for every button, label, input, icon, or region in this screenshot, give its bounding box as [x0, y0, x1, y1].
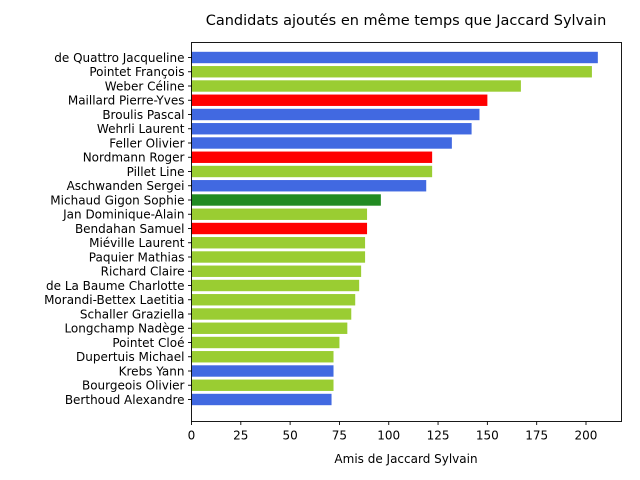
bar — [191, 180, 427, 192]
y-tick-label: Nordmann Roger — [83, 151, 185, 165]
bar — [191, 94, 488, 106]
plot-frame — [191, 42, 622, 422]
x-tick-label: 0 — [188, 429, 196, 443]
y-tick-label: de La Baume Charlotte — [46, 279, 185, 293]
x-tick-label: 150 — [476, 429, 499, 443]
bar — [191, 351, 334, 363]
x-tick-label: 125 — [427, 429, 450, 443]
bar — [191, 123, 472, 135]
x-axis-ticks: 0 25 50 75 100 125 150 175 200 — [188, 421, 598, 443]
y-tick-label: Pointet Cloé — [112, 336, 184, 350]
y-tick-label: Jan Dominique-Alain — [62, 208, 184, 222]
y-tick-label: Bendahan Samuel — [75, 222, 185, 236]
y-tick-label: Paquier Mathias — [89, 250, 185, 264]
bar — [191, 365, 334, 377]
y-tick-label: Michaud Gigon Sophie — [50, 193, 184, 207]
bar — [191, 108, 480, 121]
bars-group — [191, 51, 598, 406]
y-tick-label: Feller Olivier — [109, 136, 184, 150]
bar — [191, 336, 340, 349]
bar — [191, 251, 366, 263]
y-tick-label: Krebs Yann — [119, 364, 185, 378]
x-tick-label: 175 — [525, 429, 548, 443]
bar — [191, 379, 334, 391]
y-tick-label: Pointet François — [89, 65, 184, 79]
bar — [191, 322, 348, 334]
bar — [191, 151, 433, 163]
y-tick-label: Wehrli Laurent — [97, 122, 185, 136]
x-tick-label: 75 — [332, 429, 347, 443]
x-axis-label: Amis de Jaccard Sylvain — [334, 452, 477, 466]
bar — [191, 294, 356, 306]
bar — [191, 265, 362, 277]
y-tick-label: Berthoud Alexandre — [65, 393, 185, 407]
bar — [191, 165, 433, 178]
y-tick-label: de Quattro Jacqueline — [54, 51, 184, 65]
x-tick-label: 200 — [575, 429, 598, 443]
bar — [191, 308, 352, 320]
bar — [191, 66, 592, 78]
bar — [191, 237, 366, 249]
bar — [191, 393, 332, 406]
y-tick-label: Aschwanden Sergei — [67, 179, 185, 193]
y-tick-label: Morandi-Bettex Laetitia — [44, 293, 184, 307]
y-tick-label: Weber Céline — [105, 79, 185, 93]
y-tick-label: Pillet Line — [127, 165, 185, 179]
bar — [191, 137, 452, 149]
y-tick-label: Miéville Laurent — [89, 236, 185, 250]
bar — [191, 51, 598, 64]
chart-title: Candidats ajoutés en même temps que Jacc… — [206, 13, 607, 29]
bar — [191, 208, 368, 220]
y-tick-label: Longchamp Nadège — [64, 322, 184, 336]
x-tick-label: 50 — [282, 429, 297, 443]
bar — [191, 222, 368, 235]
y-tick-label: Maillard Pierre-Yves — [68, 94, 185, 108]
y-tick-label: Dupertuis Michael — [76, 350, 184, 364]
y-tick-label: Schaller Graziella — [80, 307, 185, 321]
x-tick-label: 100 — [377, 429, 400, 443]
bar — [191, 80, 521, 92]
y-tick-label: Richard Claire — [101, 265, 185, 279]
y-tick-label: Broulis Pascal — [102, 108, 184, 122]
y-tick-label: Bourgeois Olivier — [82, 379, 185, 393]
x-tick-label: 25 — [233, 429, 248, 443]
bar — [191, 194, 381, 206]
bar — [191, 279, 360, 292]
